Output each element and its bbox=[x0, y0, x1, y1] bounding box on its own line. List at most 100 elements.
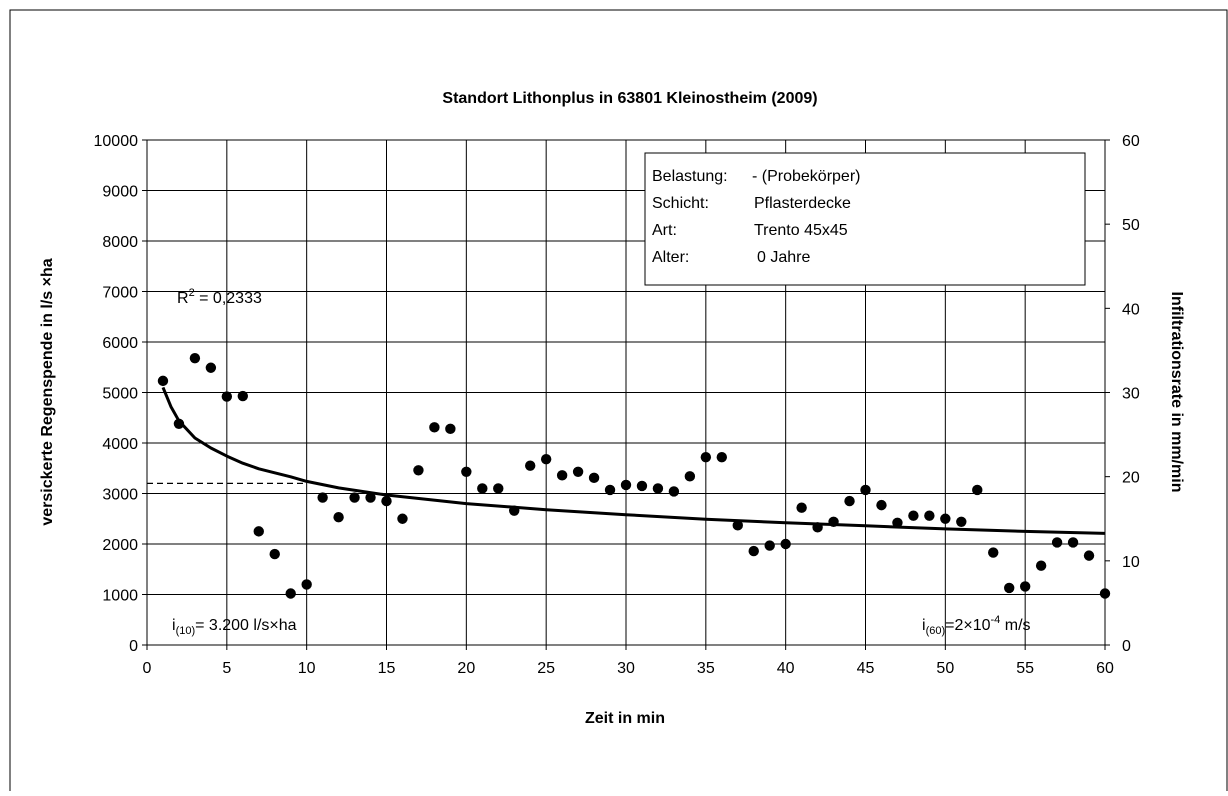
data-point bbox=[429, 422, 440, 433]
y-axis-label: versickerte Regenspende in l/s ×ha bbox=[39, 258, 56, 525]
r-squared-label: R2 = 0,2333 bbox=[177, 287, 262, 307]
data-point bbox=[1067, 537, 1079, 548]
x-tick-label: 40 bbox=[777, 660, 795, 677]
data-point bbox=[620, 479, 632, 491]
data-point bbox=[461, 466, 472, 477]
data-point bbox=[1051, 537, 1063, 548]
x-tick-label: 25 bbox=[537, 660, 555, 677]
y2-tick-label: 30 bbox=[1122, 386, 1140, 403]
r-squared-text: R2 = 0,2333 bbox=[177, 287, 262, 307]
i60-prefix: i bbox=[922, 617, 926, 634]
info-value-alter: 0 Jahre bbox=[757, 249, 810, 266]
y-tick-label: 8000 bbox=[102, 234, 138, 251]
data-point bbox=[365, 492, 376, 503]
data-point bbox=[1004, 582, 1015, 594]
data-point bbox=[764, 540, 775, 551]
i60-sup: -4 bbox=[991, 614, 1001, 626]
x-tick-label: 30 bbox=[617, 660, 635, 677]
y-tick-label: 1000 bbox=[102, 588, 138, 605]
data-point bbox=[493, 483, 504, 494]
axis-ticks: 0 5 10 15 20 25 30 35 40 45 50 55 600100020003000400… bbox=[94, 133, 1140, 677]
y-tick-label: 6000 bbox=[102, 335, 138, 352]
data-point bbox=[956, 516, 967, 527]
y2-tick-label: 0 bbox=[1122, 638, 1131, 655]
x-tick-label: 50 bbox=[936, 660, 954, 677]
x-tick-label: 60 bbox=[1096, 660, 1114, 677]
x-axis-label: Zeit in min bbox=[585, 710, 665, 727]
y-tick-label: 10000 bbox=[94, 133, 139, 150]
data-point bbox=[1035, 560, 1047, 571]
data-point bbox=[157, 375, 169, 387]
trend-line bbox=[161, 386, 1106, 535]
data-point bbox=[1019, 581, 1031, 592]
data-point bbox=[812, 522, 823, 533]
data-point bbox=[588, 472, 600, 484]
x-tick-label: 0 bbox=[143, 660, 152, 677]
info-value-art: Trento 45x45 bbox=[754, 222, 848, 239]
data-point bbox=[684, 471, 696, 482]
data-point bbox=[349, 492, 360, 503]
data-point bbox=[604, 484, 616, 496]
i10-prefix: i bbox=[172, 617, 176, 634]
y2-tick-label: 60 bbox=[1122, 133, 1140, 150]
info-label-belastung: Belastung: bbox=[652, 168, 728, 185]
i10-annotation: i(10)= 3.200 l/s×ha bbox=[172, 617, 297, 637]
x-tick-label: 45 bbox=[857, 660, 875, 677]
data-point bbox=[509, 505, 520, 516]
data-point bbox=[397, 513, 408, 524]
r2-rest: = 0,2333 bbox=[195, 290, 262, 307]
data-point bbox=[796, 502, 807, 513]
data-point bbox=[668, 486, 680, 497]
info-label-alter: Alter: bbox=[652, 249, 689, 266]
info-box-frame bbox=[644, 152, 1086, 286]
data-point bbox=[908, 510, 919, 521]
data-point bbox=[253, 526, 264, 537]
y-tick-label: 5000 bbox=[102, 386, 138, 403]
data-point bbox=[892, 517, 903, 528]
info-label-art: Art: bbox=[652, 222, 677, 239]
data-point bbox=[317, 492, 328, 503]
data-point bbox=[988, 547, 999, 558]
data-point bbox=[940, 513, 951, 524]
i10-sub: (10) bbox=[176, 625, 196, 637]
info-label-schicht: Schicht: bbox=[652, 195, 709, 212]
data-point bbox=[413, 465, 424, 476]
data-point bbox=[445, 423, 456, 435]
data-point bbox=[860, 484, 871, 496]
data-point bbox=[221, 391, 233, 402]
data-point bbox=[780, 538, 791, 550]
data-point bbox=[972, 484, 983, 496]
data-point bbox=[844, 495, 855, 507]
data-point bbox=[876, 499, 887, 511]
data-point bbox=[285, 588, 296, 599]
data-point bbox=[716, 451, 727, 463]
y2-tick-label: 20 bbox=[1122, 470, 1140, 487]
x-tick-label: 20 bbox=[457, 660, 475, 677]
data-point bbox=[333, 512, 344, 523]
y-tick-label: 9000 bbox=[102, 184, 138, 201]
data-point bbox=[1083, 550, 1095, 561]
data-point bbox=[748, 545, 759, 557]
x-tick-label: 10 bbox=[298, 660, 316, 677]
info-value-belastung: - (Probekörper) bbox=[752, 168, 860, 185]
i60-unit: m/s bbox=[1000, 617, 1030, 634]
y2-tick-label: 50 bbox=[1122, 217, 1140, 234]
y-tick-label: 4000 bbox=[102, 436, 138, 453]
data-point bbox=[189, 352, 201, 364]
info-value-schicht: Pflasterdecke bbox=[754, 195, 851, 212]
r2-base: R bbox=[177, 290, 189, 307]
data-point bbox=[205, 362, 217, 373]
info-box: Belastung: - (Probekörper) Schicht: Pfla… bbox=[644, 152, 1086, 286]
data-point bbox=[572, 466, 584, 477]
data-point bbox=[477, 483, 488, 494]
outer-frame bbox=[9, 9, 1228, 796]
data-point bbox=[700, 451, 712, 463]
y-tick-label: 3000 bbox=[102, 487, 138, 504]
data-point bbox=[381, 495, 392, 507]
data-point bbox=[301, 579, 312, 590]
y2-axis-label: Infiltrationsrate in mm/min bbox=[1168, 292, 1185, 493]
y2-tick-label: 10 bbox=[1122, 554, 1140, 571]
i60-annotation: i(60)=2×10-4 m/s bbox=[922, 614, 1031, 637]
data-point bbox=[525, 460, 536, 471]
